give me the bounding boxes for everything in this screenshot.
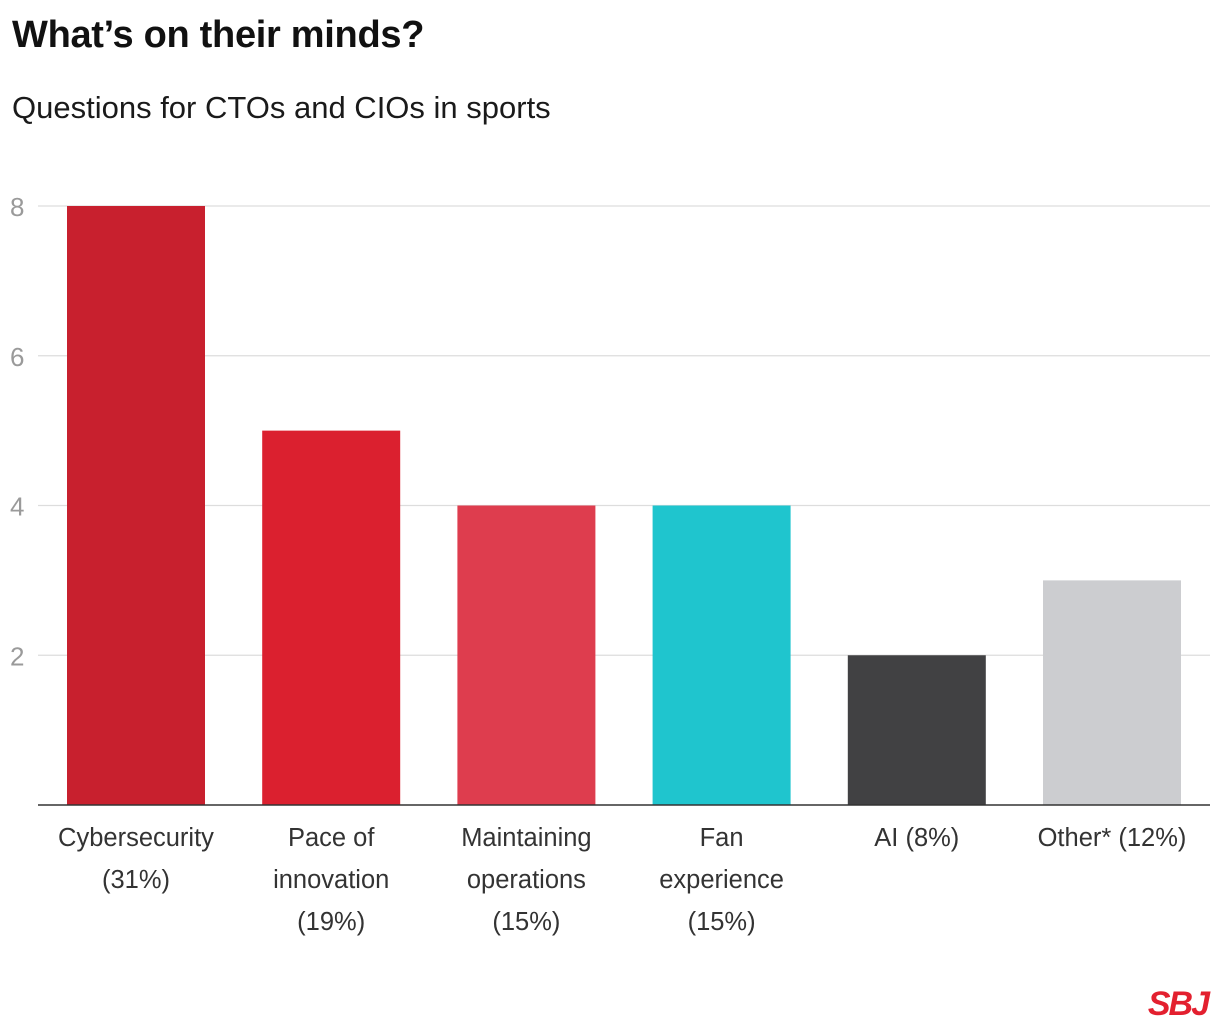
bar-0 [67,206,205,805]
x-category-label: Fan experience (15%) [659,824,784,936]
x-category-label-line: (15%) [688,908,756,936]
y-tick-label: 6 [10,342,24,372]
x-category-label-line: experience [659,866,784,894]
y-axis-ticks: 2 4 6 8 [10,192,24,671]
x-category-label: Cybersecurity (31%) [58,824,214,894]
x-category-label: Maintaining operations (15%) [461,824,591,936]
bars [67,206,1181,805]
bar-4 [847,655,986,805]
x-category-label-line: Pace of [288,824,375,852]
y-tick-label: 4 [10,492,24,522]
y-tick-label: 8 [10,192,24,222]
x-category-label: AI (8%) [874,824,959,852]
x-category-label: Pace of innovation (19%) [273,824,389,936]
bar-5 [1043,580,1181,805]
sbj-logo: SBJ [1147,985,1210,1023]
chart-title: What’s on their minds? [12,14,425,56]
x-category-label-line: AI (8%) [874,824,959,852]
x-category-label-line: Fan [700,824,744,852]
x-category-label: Other* (12%) [1038,824,1187,852]
bar-3 [652,505,791,805]
x-category-label-line: innovation [273,866,389,894]
x-category-label-line: operations [467,866,586,894]
bar-1 [262,430,401,805]
bar-2 [457,505,596,805]
x-axis-labels: Cybersecurity (31%) Pace of innovation (19%)… [58,824,1186,936]
x-category-label-line: (19%) [297,908,365,936]
x-category-label-line: (15%) [492,908,560,936]
y-tick-label: 2 [10,641,24,671]
x-category-label-line: Other* (12%) [1038,824,1187,852]
x-category-label-line: Cybersecurity [58,824,214,852]
x-category-label-line: (31%) [102,866,170,894]
gridlines [38,205,1210,656]
x-category-label-line: Maintaining [461,824,591,852]
chart-subtitle: Questions for CTOs and CIOs in sports [12,90,551,125]
